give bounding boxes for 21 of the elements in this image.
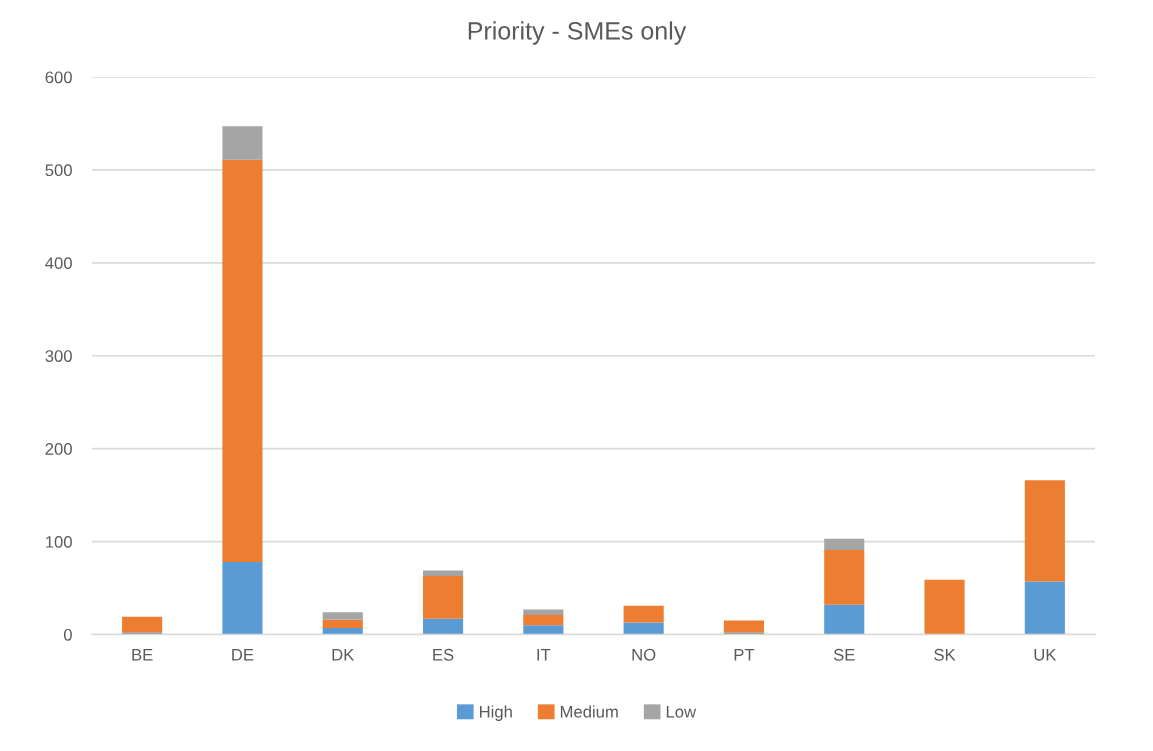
y-tick-label: 200 bbox=[45, 443, 72, 455]
y-tick-label: 300 bbox=[45, 350, 72, 362]
x-tick-label: SK bbox=[934, 648, 956, 661]
x-tick-label: DE bbox=[232, 649, 254, 661]
x-tick-label: PT bbox=[734, 649, 755, 661]
y-tick-label: 0 bbox=[63, 628, 72, 641]
x-tick-label: UK bbox=[1034, 649, 1057, 661]
y-tick-label: 400 bbox=[45, 257, 72, 270]
x-tick-label: ES bbox=[433, 648, 454, 661]
chart-title: Priority - SMEs only bbox=[468, 21, 687, 45]
legend-label: Medium bbox=[560, 705, 618, 718]
x-tick-label: IT bbox=[537, 649, 551, 661]
y-tick-label: 100 bbox=[46, 535, 72, 548]
x-tick-label: NO bbox=[632, 648, 656, 661]
y-tick-label: 600 bbox=[45, 71, 72, 84]
x-tick-label: SE bbox=[833, 648, 855, 661]
x-tick-label: BE bbox=[132, 649, 153, 661]
legend-label: Low bbox=[666, 706, 697, 718]
y-tick-label: 500 bbox=[45, 164, 72, 177]
x-tick-label: DK bbox=[332, 649, 355, 661]
legend-label: High bbox=[479, 705, 512, 721]
